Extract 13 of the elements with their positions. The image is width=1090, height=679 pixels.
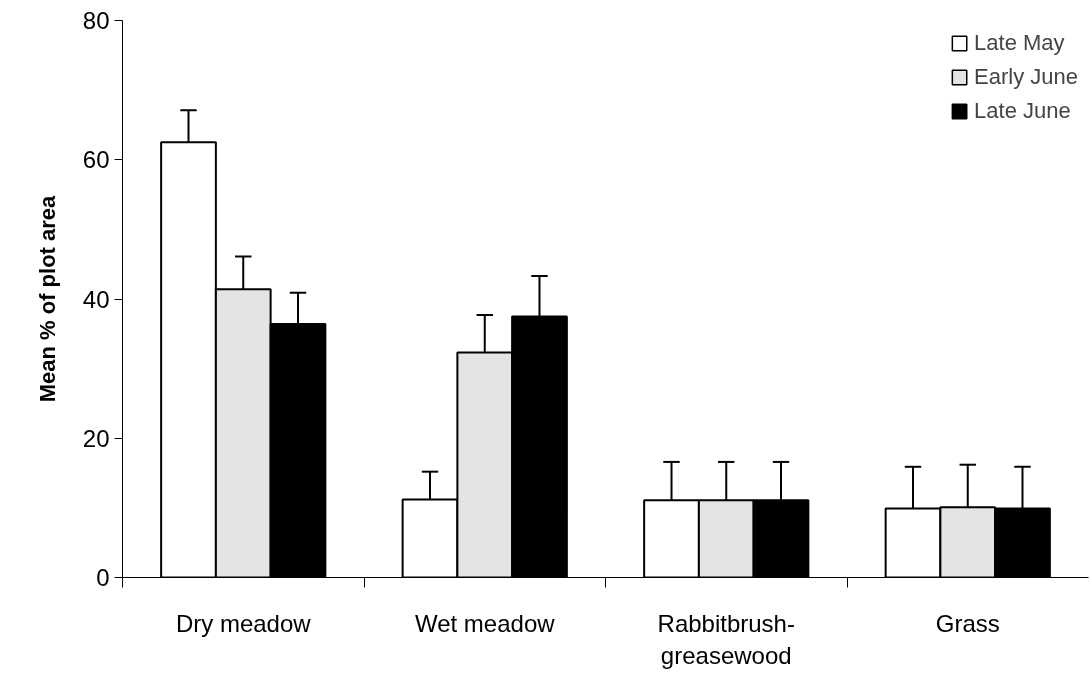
y-axis-title: Mean % of plot area (34, 194, 60, 403)
x-tick-label: Grass (935, 609, 1000, 637)
y-tick-label: 20 (82, 424, 110, 452)
y-tick-label: 0 (96, 564, 110, 591)
legend-label: Early June (974, 64, 1078, 90)
legend-label: Late May (974, 30, 1065, 56)
x-tick-label: Dry meadow (175, 609, 312, 637)
y-tick-label: 60 (82, 146, 110, 174)
y-tick-label: 40 (82, 285, 110, 313)
y-tick-label: 80 (82, 7, 110, 34)
legend-label: Late June (974, 98, 1071, 124)
x-tick-label: Rabbitbrush-greasewood (657, 609, 795, 669)
x-tick-label: Wet meadow (414, 609, 556, 637)
